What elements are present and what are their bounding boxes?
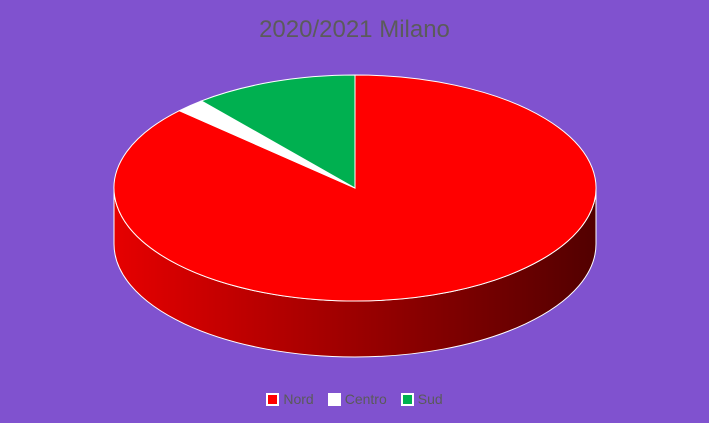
pie-top xyxy=(113,74,597,302)
legend-swatch-nord xyxy=(266,392,280,406)
chart-title: 2020/2021 Milano xyxy=(259,16,450,43)
legend-label-centro: Centro xyxy=(344,391,387,407)
legend-item-nord: Nord xyxy=(266,391,314,407)
legend-item-sud: Sud xyxy=(400,391,443,407)
legend-item-centro: Centro xyxy=(327,391,387,407)
legend: Nord Centro Sud xyxy=(0,391,709,407)
pie-slice-sud xyxy=(200,74,356,189)
legend-label-nord: Nord xyxy=(283,391,314,407)
legend-swatch-sud xyxy=(400,392,414,406)
legend-label-sud: Sud xyxy=(417,391,443,407)
pie-slice-nord xyxy=(113,74,597,302)
legend-swatch-centro xyxy=(327,392,341,406)
